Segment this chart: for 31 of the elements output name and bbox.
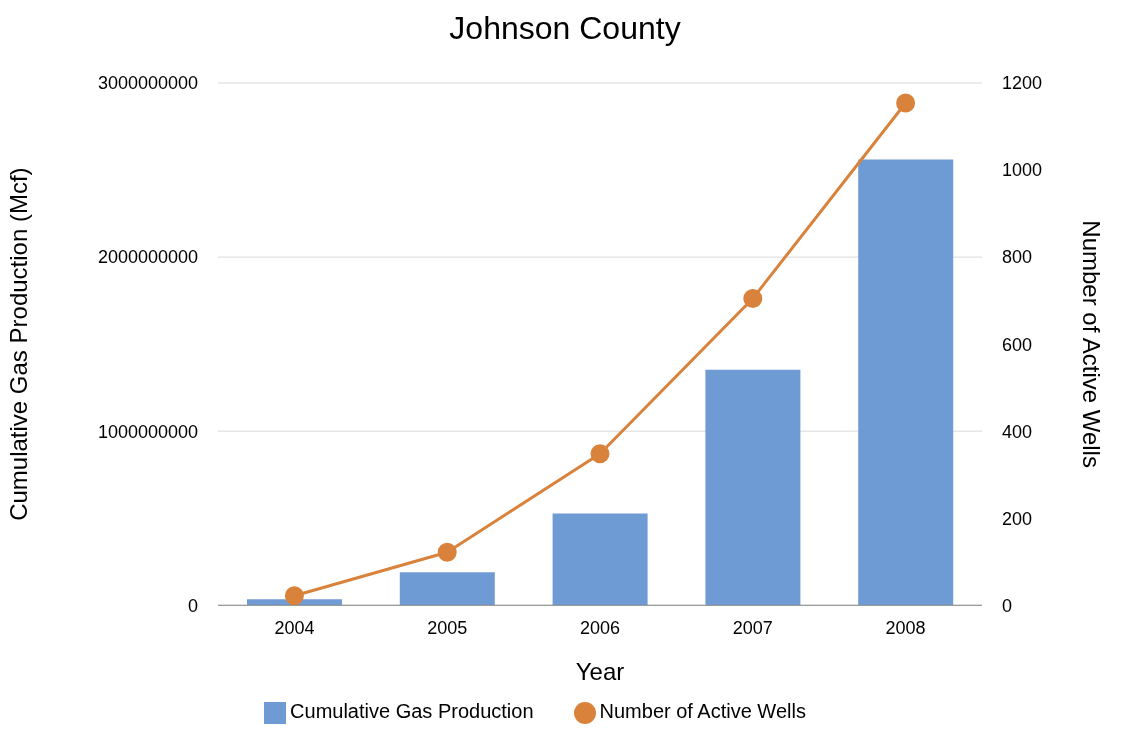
chart-title: Johnson County [448, 9, 682, 48]
x-tick-label: 2008 [885, 618, 926, 639]
y2-tick-label: 1000 [1002, 160, 1043, 181]
bar [705, 369, 801, 606]
y2-tick-label: 200 [1002, 508, 1033, 529]
x-tick-label: 2006 [579, 618, 621, 639]
y-tick-label: 1000000000 [97, 421, 198, 442]
bar [399, 572, 495, 606]
bar [858, 159, 954, 606]
y-tick-label: 0 [187, 595, 198, 616]
y2-tick-label: 600 [1002, 334, 1033, 355]
x-tick-label: 2007 [732, 618, 773, 639]
point [284, 586, 304, 606]
legend-label: Cumulative Gas Production [290, 700, 534, 723]
x-axis-title: Year [575, 658, 625, 686]
y-axis-title: Cumulative Gas Production (Mcf) [4, 167, 32, 521]
x-tick-label: 2004 [274, 618, 315, 639]
y2-tick-label: 1200 [1002, 73, 1043, 94]
x-tick-label: 2005 [427, 618, 468, 639]
y2-tick-label: 800 [1002, 247, 1033, 268]
y2-axis-title: Number of Active Wells [1078, 220, 1106, 468]
point [437, 542, 457, 562]
legend-label: Number of Active Wells [599, 700, 806, 723]
y-tick-label: 3000000000 [97, 73, 198, 94]
bar [552, 513, 648, 606]
y-tick-label: 2000000000 [97, 247, 198, 268]
point [743, 288, 763, 308]
y2-tick-label: 400 [1002, 421, 1033, 442]
point [896, 93, 916, 113]
y2-tick-label: 0 [1002, 595, 1013, 616]
point [590, 444, 610, 464]
